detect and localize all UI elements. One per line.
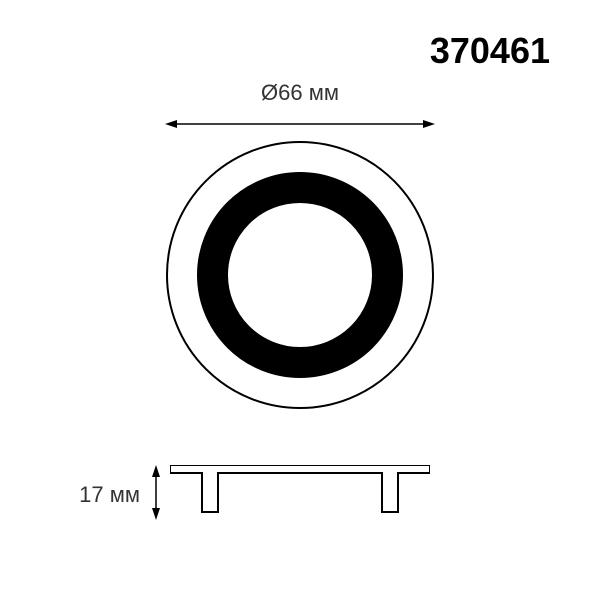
height-label: 17 мм (65, 482, 140, 508)
height-dimension-arrow (150, 465, 162, 520)
side-view-diagram (170, 465, 430, 520)
diameter-dimension-arrow (165, 117, 435, 129)
top-view-diagram (165, 140, 435, 410)
diameter-label: Ø66 мм (0, 80, 600, 106)
product-number: 370461 (430, 30, 550, 72)
